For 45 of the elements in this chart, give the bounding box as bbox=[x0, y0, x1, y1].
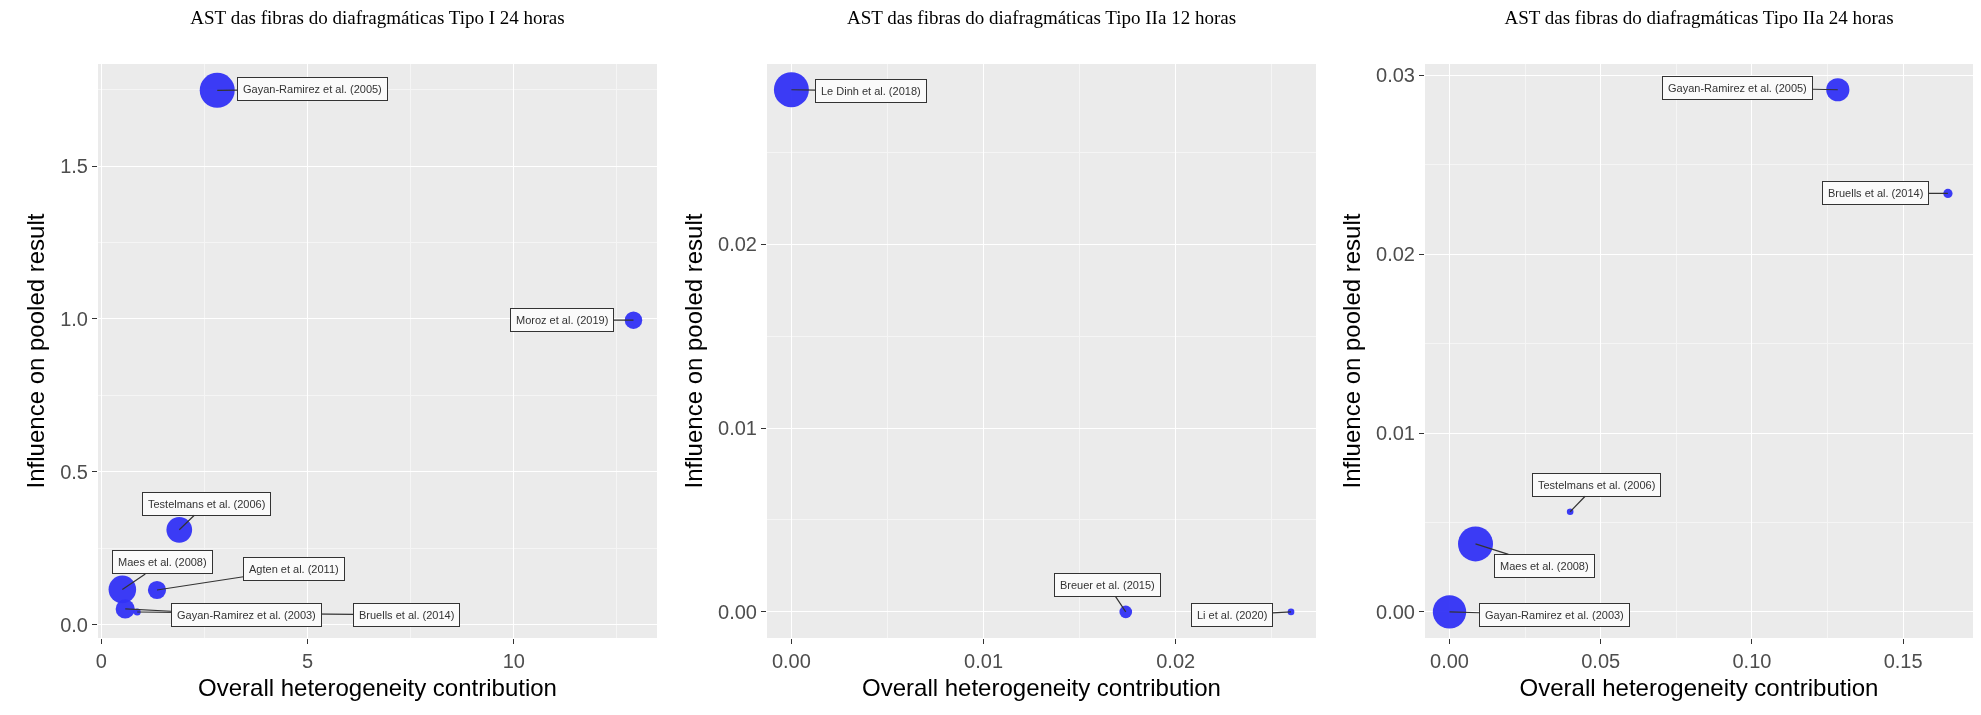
annotation: Bruells et al. (2014) bbox=[1828, 187, 1924, 199]
y-tick-label: 0.03 bbox=[1376, 64, 1415, 87]
x-tick-label: 0 bbox=[95, 650, 107, 672]
annotation: Bruells et al. (2014) bbox=[359, 609, 455, 621]
x-tick-label: 0.01 bbox=[964, 650, 1004, 672]
chart-title: AST das fibras do diafragmáticas Tipo IIa 12 horas bbox=[846, 7, 1237, 29]
x-tick-label: 0.10 bbox=[1732, 650, 1772, 672]
annotation: Le Dinh et al. (2018) bbox=[821, 85, 921, 97]
y-tick-label: 0.01 bbox=[1376, 422, 1415, 445]
annotation: Agten et al. (2011) bbox=[249, 563, 339, 575]
annotation: Testelmans et al. (2006) bbox=[1538, 479, 1656, 491]
annotation: Testelmans et al. (2006) bbox=[148, 498, 266, 510]
y-axis-title: Influence on pooled result bbox=[1338, 213, 1366, 489]
annotation: Gayan-Ramirez et al. (2005) bbox=[243, 83, 382, 95]
x-tick-label: 5 bbox=[302, 650, 314, 672]
y-tick-label: 0.00 bbox=[1376, 600, 1415, 623]
y-tick-label: 1.0 bbox=[60, 307, 88, 330]
x-axis-title: Overall heterogeneity contribution bbox=[198, 674, 557, 702]
annotation: Gayan-Ramirez et al. (2003) bbox=[1485, 609, 1624, 621]
x-axis-title: Overall heterogeneity contribution bbox=[862, 674, 1221, 702]
y-tick-label: 1.5 bbox=[60, 155, 88, 178]
y-axis-title: Influence on pooled result bbox=[22, 213, 50, 489]
annotation: Gayan-Ramirez et al. (2005) bbox=[1668, 82, 1807, 94]
x-tick-label: 0.00 bbox=[771, 650, 811, 672]
x-axis-title: Overall heterogeneity contribution bbox=[1519, 674, 1879, 702]
annotation: Moroz et al. (2019) bbox=[516, 314, 609, 326]
annotation: Li et al. (2020) bbox=[1197, 609, 1268, 621]
annotation: Breuer et al. (2015) bbox=[1060, 579, 1155, 591]
x-tick-label: 10 bbox=[502, 650, 525, 672]
y-axis-title: Influence on pooled result bbox=[680, 213, 708, 489]
chart-title: AST das fibras do diafragmáticas Tipo I 24 horas bbox=[190, 7, 565, 29]
x-tick-label: 0.02 bbox=[1156, 650, 1196, 672]
chart-title: AST das fibras do diafragmáticas Tipo IIa 24 horas bbox=[1504, 7, 1894, 29]
y-tick-label: 0.02 bbox=[718, 233, 757, 256]
y-tick-label: 0.01 bbox=[718, 417, 757, 440]
y-tick-label: 0.00 bbox=[718, 600, 757, 623]
x-tick-label: 0.00 bbox=[1430, 650, 1469, 672]
annotation: Maes et al. (2008) bbox=[1500, 560, 1589, 572]
annotation: Gayan-Ramirez et al. (2003) bbox=[177, 609, 316, 621]
annotation: Maes et al. (2008) bbox=[118, 556, 207, 568]
x-tick-label: 0.05 bbox=[1581, 650, 1621, 672]
y-tick-label: 0.0 bbox=[60, 613, 88, 636]
y-tick-label: 0.5 bbox=[60, 460, 88, 483]
x-tick-label: 0.15 bbox=[1883, 650, 1923, 672]
y-tick-label: 0.02 bbox=[1376, 243, 1415, 266]
